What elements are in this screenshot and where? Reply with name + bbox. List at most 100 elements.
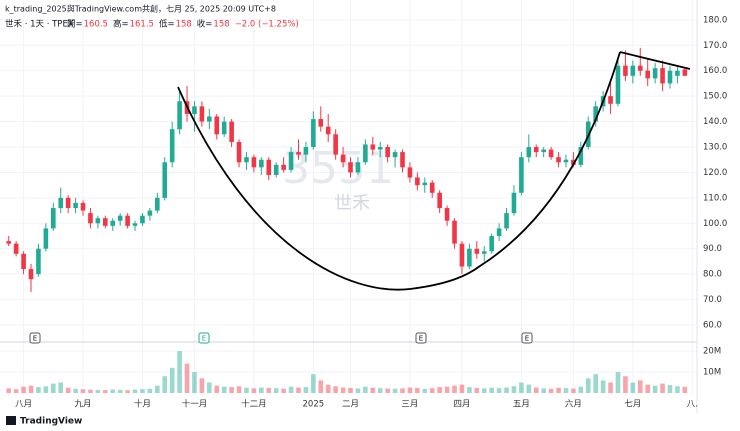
volume-tick-label: 10M: [703, 368, 721, 378]
x-tick-label: 七月: [624, 400, 641, 410]
candle-body: [132, 223, 138, 226]
candle-body: [444, 208, 450, 221]
volume-bar: [21, 386, 26, 393]
volume-bar: [58, 382, 64, 393]
candle-body: [207, 116, 212, 122]
earnings-box: [521, 332, 533, 344]
volume-bar: [474, 387, 480, 393]
volume-bar: [533, 387, 539, 393]
plot: [6, 47, 688, 393]
legend-label: 收=: [197, 19, 213, 30]
volume-bar: [652, 385, 658, 393]
y-tick-label: 110.0: [703, 193, 727, 203]
logo-icon: [6, 416, 16, 425]
candle-body: [504, 213, 509, 229]
earnings-marker[interactable]: E: [419, 335, 423, 343]
earnings-marker[interactable]: E: [202, 335, 206, 343]
grid: [0, 0, 697, 395]
y-tick-label: 160.0: [703, 66, 727, 76]
earnings-box: [198, 332, 210, 344]
legend-value: 160.5: [84, 20, 108, 30]
volume-bar: [422, 388, 428, 393]
volume-bar: [199, 378, 205, 393]
volume-bar: [214, 385, 220, 393]
candle-body: [489, 236, 494, 252]
candle-body: [630, 65, 636, 76]
volume-bar: [73, 388, 78, 393]
volume-bar: [563, 388, 569, 393]
x-tick-label: 四月: [453, 400, 470, 410]
volume-bar: [192, 372, 197, 393]
volume-bar: [28, 385, 34, 393]
candle-body: [273, 164, 279, 175]
volume-bar: [437, 387, 442, 393]
candle-body: [667, 70, 673, 84]
candle-body: [155, 197, 160, 211]
volume-bar: [303, 387, 309, 393]
legend-value: 158: [213, 20, 229, 30]
candle-body: [251, 157, 257, 168]
candle-body: [652, 68, 658, 79]
candle-body: [533, 147, 539, 153]
candle-body: [548, 149, 554, 158]
candle-body: [407, 167, 413, 178]
candle-body: [259, 159, 264, 168]
volume-bar: [429, 388, 435, 393]
volume-bar: [65, 387, 71, 393]
volume-bar: [467, 387, 472, 393]
candle-body: [623, 65, 628, 76]
legend-value: 161.5: [130, 20, 154, 30]
volume-bar: [318, 380, 324, 393]
volume-bar: [132, 389, 138, 393]
volume-bar: [207, 382, 212, 393]
candle-body: [125, 215, 130, 226]
volume-bar: [675, 386, 680, 393]
volume-bar: [325, 384, 331, 393]
volume-bar: [177, 351, 182, 393]
candle-body: [21, 253, 26, 270]
y-tick-label: 170.0: [703, 41, 727, 51]
earnings-marker[interactable]: E: [33, 335, 37, 343]
volume-bar: [489, 387, 494, 393]
candle-body: [244, 157, 249, 163]
legend-label: 低=: [159, 19, 175, 30]
volume-bar: [311, 374, 316, 393]
earnings-marker[interactable]: E: [525, 335, 529, 343]
volume-bar: [385, 388, 390, 393]
y-tick-label: 80.0: [703, 270, 722, 280]
x-tick-label: 十月: [134, 399, 151, 410]
candle-body: [110, 220, 116, 226]
volume-bar: [556, 387, 561, 393]
handle-drawing: [619, 51, 691, 70]
earnings-box: [29, 332, 41, 344]
volume-bar: [630, 382, 636, 393]
y-tick-label: 70.0: [703, 295, 722, 305]
volume-bar: [682, 386, 688, 393]
volume-bar: [155, 385, 160, 393]
candle-body: [459, 243, 465, 267]
volume-bar: [88, 389, 93, 393]
volume-bar: [13, 389, 19, 393]
x-tick-label: 2025: [303, 400, 325, 410]
candle-body: [147, 210, 153, 216]
candle-body: [675, 70, 680, 76]
candle-body: [615, 65, 621, 104]
y-tick-label: 60.0: [703, 320, 722, 330]
candle-body: [177, 101, 182, 130]
candle-body: [117, 215, 123, 221]
volume-bar: [578, 386, 584, 393]
x-tick-label: 十二月: [241, 399, 267, 410]
cup-drawing: [177, 51, 621, 291]
candle-body: [571, 159, 576, 165]
volume-bar: [43, 386, 49, 393]
volume-bar: [585, 378, 591, 393]
volume-bar: [355, 388, 361, 393]
candle-body: [385, 147, 390, 158]
volume-bar: [481, 388, 487, 393]
volume-bar: [147, 388, 153, 393]
volume-bar: [363, 386, 368, 393]
candle-body: [162, 162, 168, 198]
volume-bar: [571, 388, 576, 393]
volume-bar: [511, 386, 517, 393]
